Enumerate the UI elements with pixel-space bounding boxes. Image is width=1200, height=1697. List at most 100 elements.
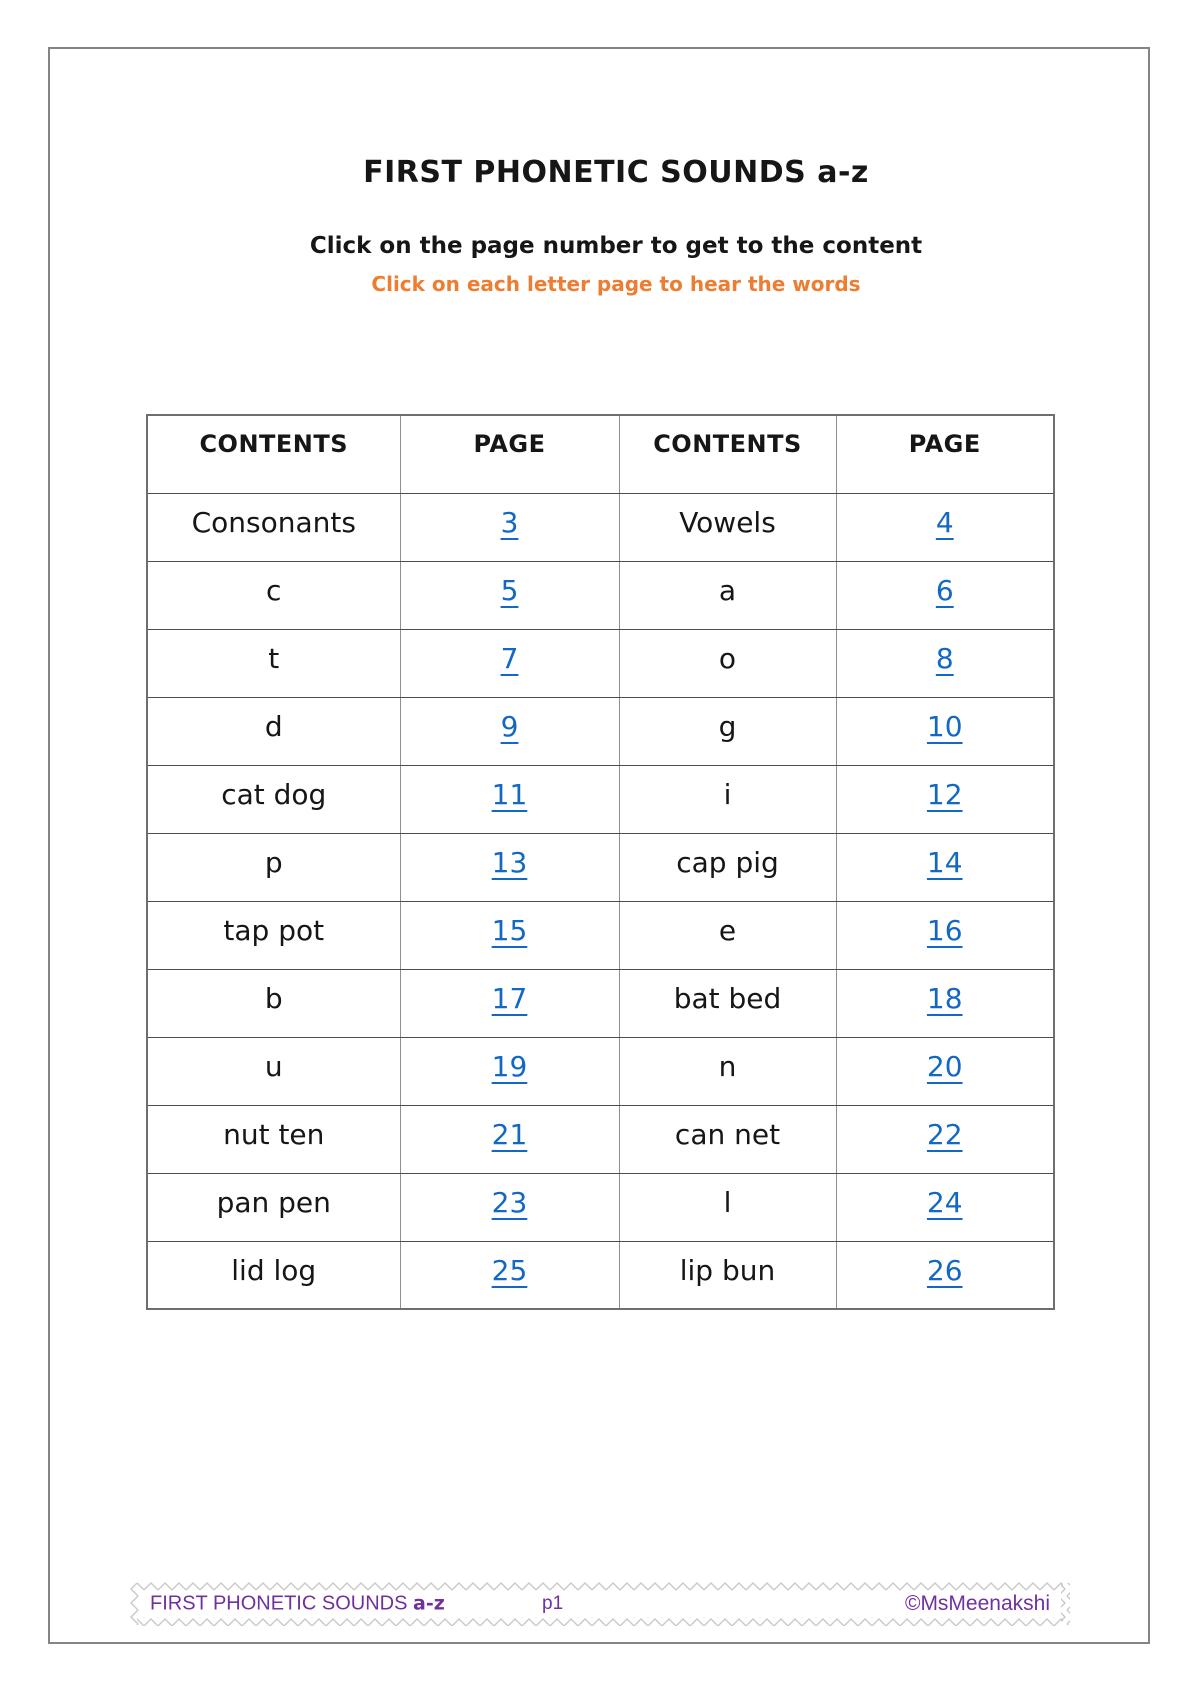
page-link[interactable]: 11 <box>491 778 528 811</box>
content-cell: can net <box>618 1104 837 1174</box>
page-link[interactable]: 8 <box>935 642 954 675</box>
content-cell: tap pot <box>146 900 401 970</box>
table-row: p 13 cap pig 14 <box>146 832 1055 902</box>
page-link[interactable]: 6 <box>935 574 954 607</box>
page-cell: 21 <box>399 1104 620 1174</box>
page-link[interactable]: 23 <box>491 1186 528 1219</box>
column-header-page-2: PAGE <box>835 414 1055 494</box>
page-cell: 25 <box>399 1240 620 1310</box>
content-cell: nut ten <box>146 1104 401 1174</box>
page-cell: 3 <box>399 492 620 562</box>
audio-instruction: Click on each letter page to hear the wo… <box>371 272 861 296</box>
content-cell: Consonants <box>146 492 401 562</box>
page-link[interactable]: 9 <box>500 710 519 743</box>
document-headings: FIRST PHONETIC SOUNDS a-z Click on the p… <box>32 155 1200 297</box>
page-link[interactable]: 19 <box>491 1050 528 1083</box>
footer-band: FIRST PHONETIC SOUNDS a-z p1 ©MsMeenaksh… <box>130 1582 1070 1626</box>
page-cell: 7 <box>399 628 620 698</box>
content-cell: lip bun <box>618 1240 837 1310</box>
table-row: c 5 a 6 <box>146 560 1055 630</box>
page-link[interactable]: 17 <box>491 982 528 1015</box>
page-cell: 16 <box>835 900 1055 970</box>
page-cell: 18 <box>835 968 1055 1038</box>
page-cell: 9 <box>399 696 620 766</box>
page-cell: 15 <box>399 900 620 970</box>
footer-doc-title-text: FIRST PHONETIC SOUNDS <box>150 1592 408 1615</box>
content-cell: c <box>146 560 401 630</box>
content-cell: bat bed <box>618 968 837 1038</box>
content-cell: pan pen <box>146 1172 401 1242</box>
column-header-contents-1: CONTENTS <box>146 414 401 494</box>
page-cell: 6 <box>835 560 1055 630</box>
page-link[interactable]: 22 <box>926 1118 963 1151</box>
page-link[interactable]: 16 <box>926 914 963 947</box>
content-cell: g <box>618 696 837 766</box>
page-link[interactable]: 10 <box>926 710 963 743</box>
page-cell: 20 <box>835 1036 1055 1106</box>
content-cell: cat dog <box>146 764 401 834</box>
page-link[interactable]: 13 <box>491 846 528 879</box>
page-link[interactable]: 25 <box>491 1253 528 1287</box>
footer-doc-title: FIRST PHONETIC SOUNDS a-z <box>150 1593 445 1616</box>
page-cell: 23 <box>399 1172 620 1242</box>
content-cell: p <box>146 832 401 902</box>
table-header-row: CONTENTS PAGE CONTENTS PAGE <box>146 414 1055 494</box>
page-link[interactable]: 4 <box>935 506 954 539</box>
page-cell: 17 <box>399 968 620 1038</box>
page-cell: 10 <box>835 696 1055 766</box>
page-cell: 19 <box>399 1036 620 1106</box>
page-link[interactable]: 3 <box>500 506 519 539</box>
content-cell: o <box>618 628 837 698</box>
table-row: d 9 g 10 <box>146 696 1055 766</box>
page-cell: 24 <box>835 1172 1055 1242</box>
page-link[interactable]: 12 <box>926 778 963 811</box>
page-cell: 26 <box>835 1240 1055 1310</box>
content-cell: e <box>618 900 837 970</box>
page-cell: 8 <box>835 628 1055 698</box>
table-row: b 17 bat bed 18 <box>146 968 1055 1038</box>
page-link[interactable]: 26 <box>926 1253 963 1287</box>
column-header-contents-2: CONTENTS <box>618 414 837 494</box>
page-cell: 5 <box>399 560 620 630</box>
footer-doc-title-suffix: a-z <box>413 1592 445 1615</box>
page-link[interactable]: 15 <box>491 914 528 947</box>
table-row: cat dog 11 i 12 <box>146 764 1055 834</box>
page-link[interactable]: 18 <box>926 982 963 1015</box>
content-cell: a <box>618 560 837 630</box>
table-row: u 19 n 20 <box>146 1036 1055 1106</box>
content-cell: b <box>146 968 401 1038</box>
page-link[interactable]: 5 <box>500 574 519 607</box>
page-subtitle: Click on the page number to get to the c… <box>309 233 923 259</box>
page-cell: 12 <box>835 764 1055 834</box>
footer-page-number: p1 <box>542 1593 564 1614</box>
content-cell: l <box>618 1172 837 1242</box>
table-row: nut ten 21 can net 22 <box>146 1104 1055 1174</box>
page-link[interactable]: 20 <box>926 1050 963 1083</box>
table-row: tap pot 15 e 16 <box>146 900 1055 970</box>
table-row: t 7 o 8 <box>146 628 1055 698</box>
page-cell: 4 <box>835 492 1055 562</box>
table-row: pan pen 23 l 24 <box>146 1172 1055 1242</box>
content-cell: Vowels <box>618 492 837 562</box>
content-cell: cap pig <box>618 832 837 902</box>
page-link[interactable]: 14 <box>926 846 963 879</box>
page-cell: 11 <box>399 764 620 834</box>
page-cell: 22 <box>835 1104 1055 1174</box>
page-border <box>48 47 1150 1644</box>
footer-content: FIRST PHONETIC SOUNDS a-z p1 ©MsMeenaksh… <box>130 1582 1070 1626</box>
page-link[interactable]: 7 <box>500 642 519 675</box>
table-row: lid log 25 lip bun 26 <box>146 1240 1055 1310</box>
content-cell: d <box>146 696 401 766</box>
footer-copyright: ©MsMeenakshi <box>904 1592 1050 1615</box>
content-cell: lid log <box>146 1240 401 1310</box>
zigzag-border <box>130 1582 1070 1626</box>
content-cell: i <box>618 764 837 834</box>
page-cell: 14 <box>835 832 1055 902</box>
page-link[interactable]: 24 <box>926 1186 963 1219</box>
table-row: Consonants 3 Vowels 4 <box>146 492 1055 562</box>
content-cell: n <box>618 1036 837 1106</box>
contents-table: CONTENTS PAGE CONTENTS PAGE Consonants 3… <box>146 414 1055 1310</box>
content-cell: u <box>146 1036 401 1106</box>
page-link[interactable]: 21 <box>491 1118 528 1151</box>
